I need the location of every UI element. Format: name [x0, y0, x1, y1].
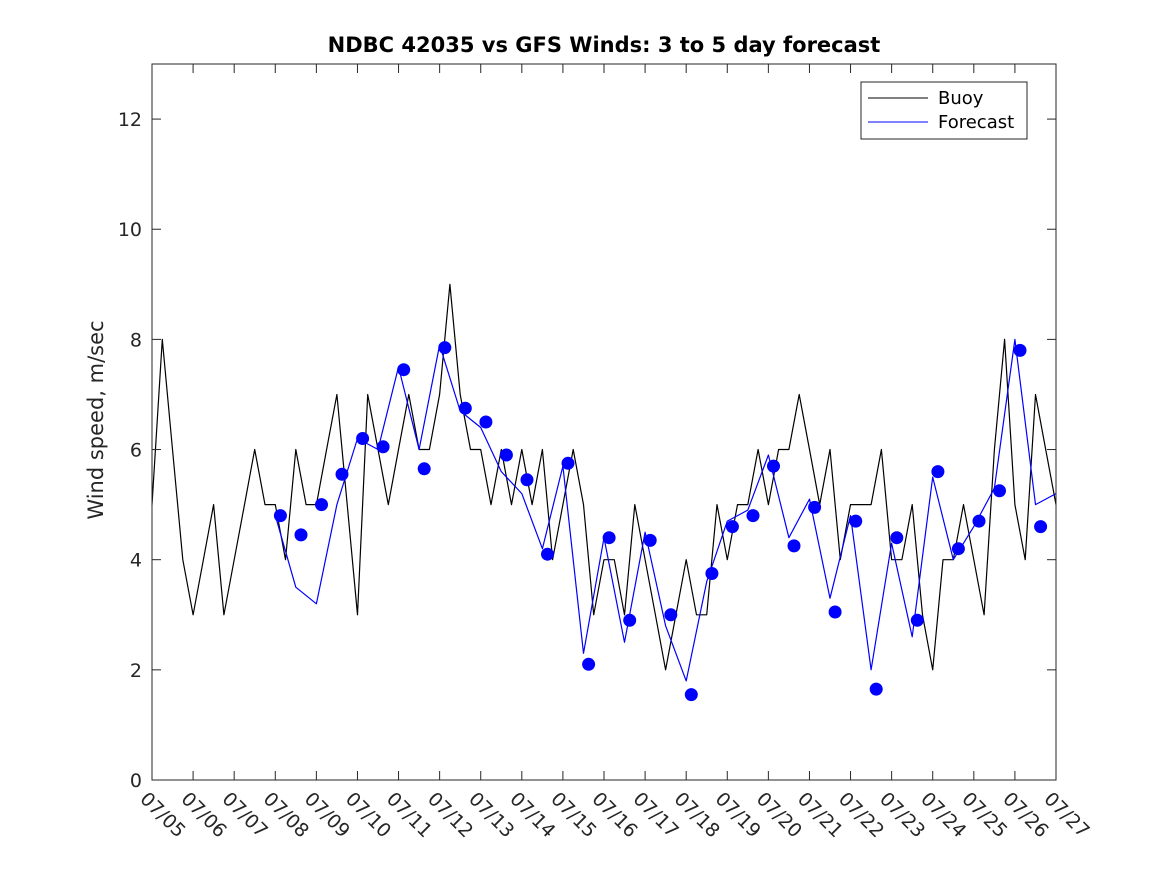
- forecast-marker: [582, 657, 596, 671]
- forecast-marker: [993, 484, 1006, 498]
- plot-background: [152, 64, 1056, 780]
- forecast-marker: [787, 539, 801, 553]
- forecast-marker: [890, 531, 904, 545]
- series-layer: [151, 283, 1057, 682]
- forecast-marker: [623, 613, 637, 627]
- forecast-marker: [808, 500, 822, 514]
- forecast-marker: [1034, 520, 1048, 534]
- forecast-marker: [561, 456, 575, 470]
- forecast-marker: [951, 542, 965, 556]
- y-axis: 0 2 4 6 8 10 12: [118, 109, 1056, 792]
- forecast-series-line: [274, 338, 1057, 682]
- forecast-marker: [849, 514, 863, 528]
- forecast-marker: [458, 401, 472, 415]
- chart-title: NDBC 42035 vs GFS Winds: 3 to 5 day fore…: [328, 33, 881, 57]
- forecast-marker: [643, 533, 657, 547]
- y-axis-label: Wind speed, m/sec: [84, 320, 108, 519]
- forecast-marker: [602, 531, 616, 545]
- forecast-marker: [479, 415, 493, 429]
- legend: Buoy Forecast: [860, 81, 1028, 140]
- forecast-marker: [869, 682, 883, 696]
- forecast-marker: [376, 440, 390, 454]
- forecast-marker: [931, 465, 945, 479]
- y-tick-label: 8: [130, 329, 142, 351]
- y-tick-label: 4: [130, 550, 142, 572]
- legend-buoy-label: Buoy: [938, 88, 984, 109]
- forecast-marker: [499, 448, 513, 462]
- forecast-marker: [397, 363, 411, 377]
- forecast-marker: [828, 605, 842, 619]
- marker-layer: [273, 341, 1048, 702]
- y-tick-label: 10: [118, 219, 142, 241]
- y-tick-label: 6: [130, 440, 142, 462]
- forecast-marker: [746, 509, 760, 523]
- plot-area: [151, 63, 1057, 781]
- forecast-marker: [664, 608, 678, 622]
- forecast-marker: [705, 567, 719, 580]
- forecast-marker: [356, 432, 370, 445]
- buoy-series-line: [151, 283, 1057, 671]
- forecast-marker: [273, 509, 287, 523]
- forecast-marker: [294, 528, 308, 542]
- legend-forecast-label: Forecast: [938, 112, 1014, 133]
- forecast-marker: [972, 514, 986, 528]
- forecast-marker: [438, 341, 452, 355]
- forecast-marker: [417, 462, 431, 476]
- forecast-marker: [520, 473, 534, 487]
- forecast-marker: [725, 520, 739, 534]
- forecast-marker: [910, 613, 924, 627]
- legend-box: [860, 81, 1028, 140]
- forecast-marker: [335, 467, 349, 481]
- y-tick-label: 2: [130, 660, 142, 682]
- y-tick-label: 12: [118, 109, 142, 131]
- forecast-marker: [541, 547, 554, 561]
- y-tick-label: 0: [130, 770, 142, 792]
- forecast-marker: [1013, 343, 1027, 357]
- forecast-marker: [684, 688, 698, 702]
- forecast-marker: [315, 498, 328, 512]
- forecast-marker: [767, 459, 780, 473]
